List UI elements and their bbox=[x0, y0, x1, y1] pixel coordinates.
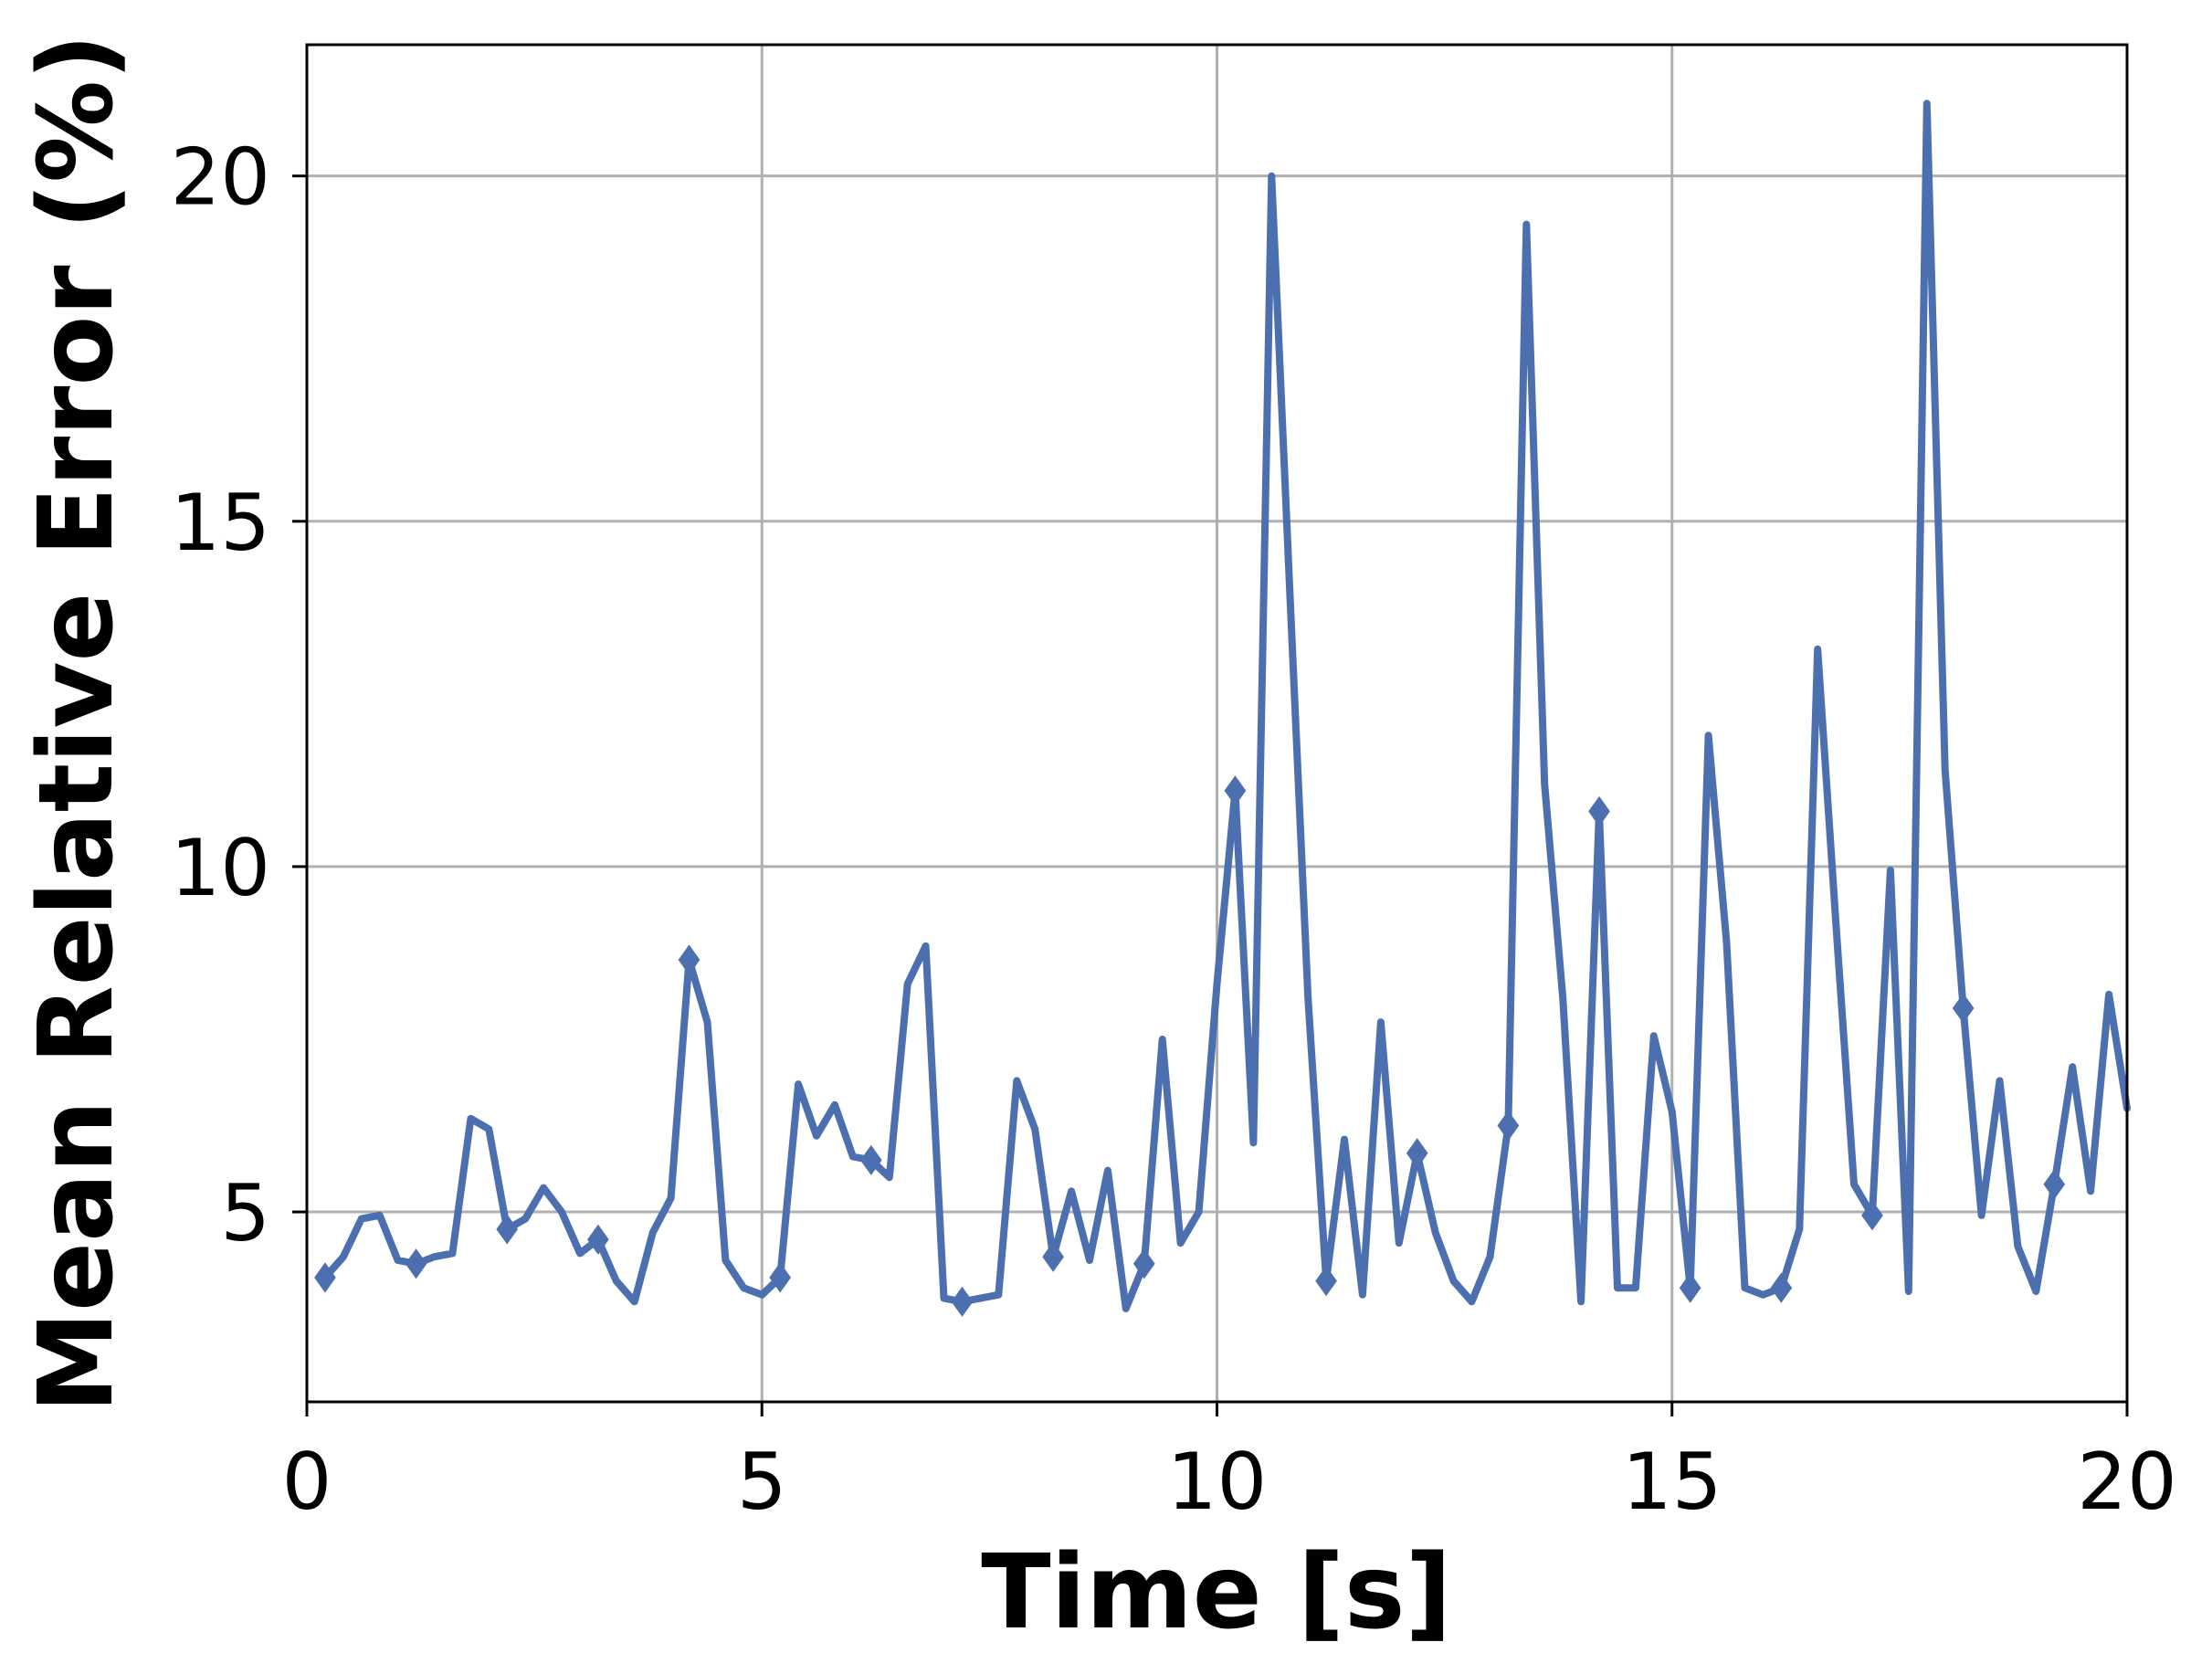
series-line bbox=[321, 100, 2131, 1312]
x-tick-label: 15 bbox=[1622, 1437, 1722, 1528]
y-tick-label: 20 bbox=[171, 132, 270, 224]
data-point-marker bbox=[769, 1262, 792, 1293]
data-point-marker bbox=[1861, 1200, 1883, 1231]
y-tick-label: 10 bbox=[171, 823, 270, 914]
y-tick-label: 15 bbox=[171, 478, 270, 569]
y-axis-ticks: 5 10 15 20 bbox=[171, 132, 307, 1259]
data-point-marker bbox=[1679, 1272, 1701, 1303]
data-point-marker bbox=[1132, 1248, 1155, 1279]
data-point-marker bbox=[1042, 1241, 1064, 1272]
data-point-marker bbox=[1315, 1266, 1337, 1297]
data-point-marker bbox=[1770, 1272, 1793, 1303]
x-tick-label: 10 bbox=[1167, 1437, 1267, 1528]
data-point-marker bbox=[405, 1248, 427, 1279]
data-point-marker bbox=[496, 1214, 519, 1245]
data-point-marker bbox=[1588, 795, 1610, 827]
data-point-marker bbox=[2043, 1169, 2066, 1200]
data-point-marker bbox=[587, 1224, 609, 1255]
x-tick-label: 0 bbox=[282, 1437, 332, 1528]
x-axis-ticks: 0 5 10 15 20 bbox=[282, 1402, 2177, 1528]
x-tick-label: 20 bbox=[2077, 1437, 2176, 1528]
data-point-marker bbox=[1406, 1138, 1428, 1169]
x-axis-label: Time [s] bbox=[981, 1533, 1451, 1652]
y-axis-label: Mean Relative Error (%) bbox=[17, 34, 136, 1414]
x-tick-label: 5 bbox=[737, 1437, 787, 1528]
y-tick-label: 5 bbox=[220, 1168, 270, 1259]
data-point-marker bbox=[314, 1262, 336, 1293]
data-series bbox=[314, 100, 2131, 1317]
data-point-marker bbox=[1497, 1110, 1520, 1142]
data-point-marker bbox=[859, 1144, 882, 1175]
data-point-marker bbox=[678, 944, 700, 975]
data-point-marker bbox=[1952, 993, 1975, 1024]
data-point-marker bbox=[951, 1286, 974, 1317]
series-markers bbox=[314, 775, 2066, 1317]
data-point-marker bbox=[1224, 775, 1247, 806]
